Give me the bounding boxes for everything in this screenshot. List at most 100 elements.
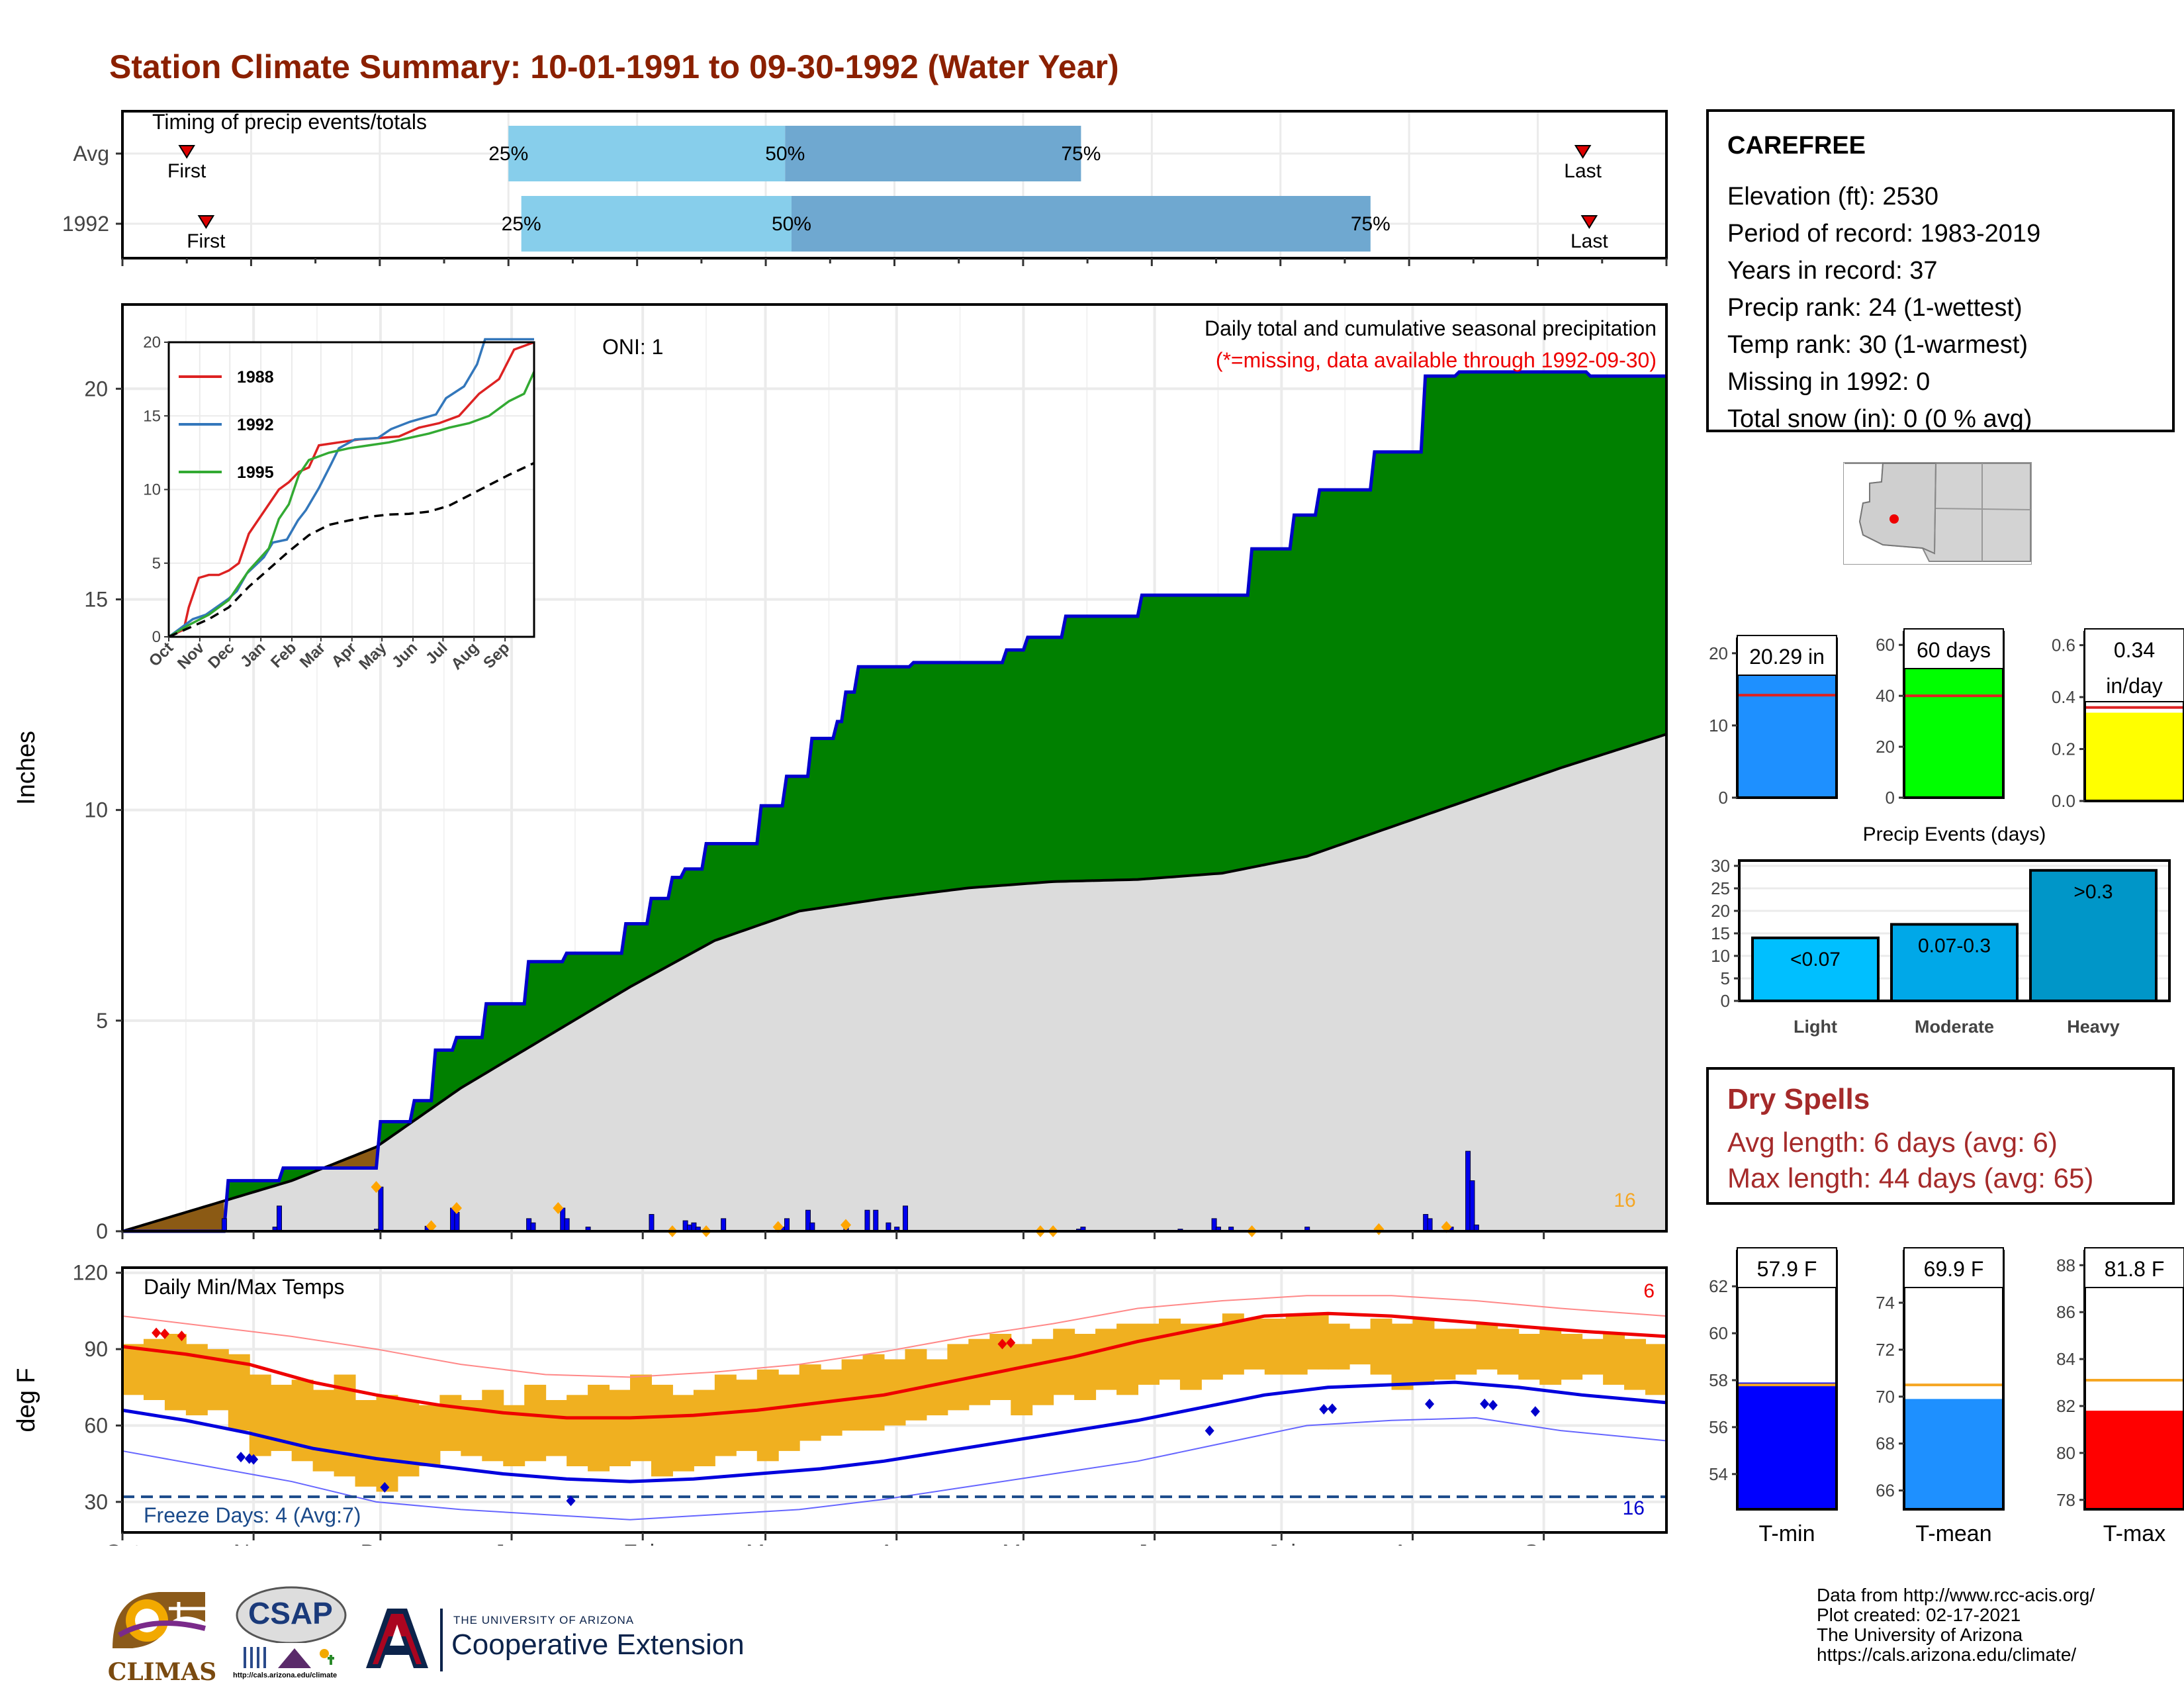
temp-title: Daily Min/Max Temps — [144, 1275, 344, 1299]
dry-spells-box: Dry Spells Avg length: 6 days (avg: 6) M… — [1706, 1067, 2175, 1205]
main-y-tick-label: 10 — [84, 798, 108, 822]
tmax-y-tick-label: 84 — [2056, 1349, 2075, 1369]
daily-precip-bar — [649, 1214, 655, 1232]
daily-temp-range-bar — [1032, 1338, 1054, 1405]
daily-temp-range-bar — [418, 1405, 441, 1466]
events-y-tick-label: 5 — [1721, 968, 1730, 988]
station-years: Years in record: 37 — [1727, 257, 1938, 285]
record-low-marker — [1530, 1406, 1540, 1417]
daily-temp-range-bar — [228, 1354, 250, 1431]
intensity-y-tick-label: 0.6 — [2052, 635, 2075, 655]
daily-temp-range-bar — [1476, 1323, 1498, 1370]
daily-temp-range-bar — [1391, 1323, 1414, 1390]
daily-temp-range-bar — [1243, 1318, 1265, 1370]
daily-precip-bar — [873, 1209, 879, 1232]
timing-label-75: 75% — [1351, 213, 1390, 235]
csap-cloud-icon — [236, 1586, 347, 1669]
daily-temp-range-bar — [1412, 1318, 1435, 1385]
main-note: Daily total and cumulative seasonal prec… — [1205, 316, 1657, 340]
timing-row-label: Avg — [73, 142, 109, 165]
daily-temp-range-bar — [122, 1344, 144, 1395]
timing-bar-25-50 — [521, 196, 792, 252]
station-missing: Missing in 1992: 0 — [1727, 368, 1931, 396]
main-missing-note: (*=missing, data available through 1992-… — [1216, 348, 1657, 372]
daily-precip-flag — [371, 1181, 382, 1194]
record-high-marker — [177, 1331, 187, 1342]
x-month-label: May — [1002, 1540, 1044, 1546]
tmax-x-label: T-max — [2103, 1521, 2165, 1546]
dry-spells-title: Dry Spells — [1727, 1083, 1870, 1115]
daily-temp-range-bar — [1328, 1323, 1350, 1370]
timing-title: Timing of precip events/totals — [152, 110, 427, 134]
record-high-marker — [152, 1327, 161, 1338]
daily-precip-bar — [721, 1218, 727, 1232]
station-period: Period of record: 1983-2019 — [1727, 220, 2041, 248]
avg-temp-line — [122, 1380, 1667, 1483]
daily-temp-range-bar — [778, 1374, 800, 1451]
daily-temp-range-bar — [609, 1389, 631, 1466]
daily-temp-range-bar — [1264, 1318, 1287, 1375]
x-month-label: Jul — [1267, 1540, 1296, 1546]
intensity-y-tick-label: 0.2 — [2052, 739, 2075, 759]
daily-temp-range-bar — [1349, 1329, 1371, 1365]
daily-precip-bar — [378, 1186, 384, 1232]
record-low-marker — [1205, 1425, 1214, 1436]
tmin-label-box — [1737, 1247, 1837, 1288]
daily-precip-bar — [564, 1218, 570, 1232]
daily-temps-chart: 30 60 90 120 deg F Daily Min/Max Temps Freeze … — [13, 1261, 1668, 1546]
intensity-y-tick-label: 0.0 — [2052, 791, 2075, 808]
events-bar-label: <0.07 — [1790, 949, 1841, 970]
daily-precip-flag — [451, 1202, 462, 1214]
daily-temp-range-bar — [482, 1389, 504, 1462]
timing-bar-50-75 — [785, 126, 1081, 181]
inset-legend-label: 1995 — [237, 463, 274, 482]
oni-label: ONI: 1 — [602, 335, 663, 359]
daily-precip-flag — [426, 1220, 437, 1233]
inset-series-line — [168, 371, 535, 638]
timing-label-25: 25% — [488, 143, 528, 165]
daily-temp-range-bar — [672, 1395, 694, 1472]
inset-legend-label: 1992 — [237, 416, 274, 434]
timing-bar-50-75 — [791, 196, 1371, 252]
tmax-bar — [2085, 1411, 2184, 1509]
x-month-label: Feb — [623, 1540, 662, 1546]
record-low-marker — [1425, 1398, 1435, 1409]
ua-divider — [440, 1609, 443, 1671]
daily-precip-bar — [902, 1205, 908, 1232]
x-month-label: Nov — [234, 1540, 273, 1546]
avg-cumulative-area — [122, 734, 1666, 1231]
station-info-box: CAREFREE Elevation (ft): 2530 Period of … — [1706, 109, 2175, 433]
x-month-label: Sep — [1524, 1540, 1564, 1546]
daily-temp-range-bar — [1095, 1329, 1118, 1390]
daily-temp-range-bar — [1285, 1313, 1308, 1375]
daily-temp-range-bar — [841, 1359, 864, 1431]
tmean-y-tick-label: 74 — [1876, 1293, 1895, 1313]
precip-total-label-box — [1737, 635, 1837, 676]
temp-summary-bars: 54 56 58 60 62 57.9 F T-min 66 68 70 72 74 69.9 F T-m… — [1709, 1247, 2184, 1546]
daily-temp-range-bar — [588, 1384, 610, 1472]
rain-days-bar — [1904, 645, 2003, 798]
timing-last-label: Last — [1564, 160, 1602, 182]
daily-temp-range-bar — [1201, 1323, 1223, 1380]
record-high-marker — [997, 1338, 1007, 1350]
inset-series-line — [168, 461, 535, 638]
inset-series-line — [167, 338, 534, 638]
daily-temp-range-bar — [1455, 1329, 1477, 1375]
tmin-x-label: T-min — [1759, 1521, 1815, 1546]
temp-count-top: 6 — [1643, 1280, 1655, 1302]
tmax-label-box — [2084, 1247, 2184, 1288]
station-precip-rank: Precip rank: 24 (1-wettest) — [1727, 294, 2023, 322]
daily-temp-range-bar — [1603, 1334, 1625, 1385]
precip-events-chart: Precip Events (days) <0.07 Light 0.07-0.3 Mo… — [1711, 823, 2171, 1037]
intensity-y-tick-label: 0.4 — [2052, 687, 2075, 707]
climas-emblem-icon — [113, 1592, 206, 1648]
daily-temp-range-bar — [1645, 1344, 1667, 1395]
record-low-marker — [566, 1495, 576, 1507]
inset-y-tick-label: 5 — [152, 555, 161, 573]
tmean-y-tick-label: 72 — [1876, 1340, 1895, 1360]
x-month-label: Oct — [105, 1540, 140, 1546]
precip-surplus-area — [380, 371, 1666, 1145]
daily-temp-range-bar — [1433, 1329, 1456, 1380]
tmin-y-tick-label: 58 — [1709, 1370, 1728, 1390]
tmean-x-label: T-mean — [1915, 1521, 1991, 1546]
